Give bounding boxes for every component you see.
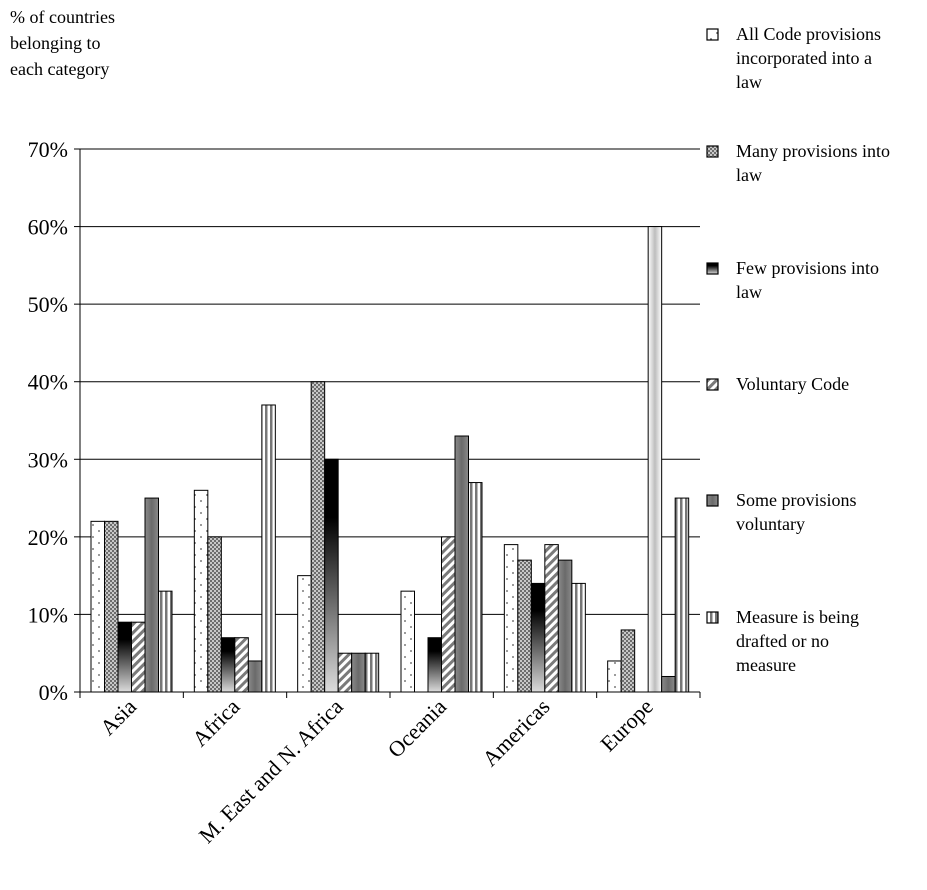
bar xyxy=(90,520,105,693)
bar xyxy=(517,559,532,693)
bar xyxy=(234,637,249,693)
y-axis-title-line: % of countries xyxy=(10,7,115,27)
bar xyxy=(454,435,469,693)
y-tick-label: 20% xyxy=(28,525,68,550)
bar xyxy=(247,660,263,693)
bar xyxy=(131,621,146,693)
bar xyxy=(468,482,483,693)
bar xyxy=(364,652,380,693)
legend-item: Measure is being drafted or no measure xyxy=(706,607,859,675)
x-tick-label: Africa xyxy=(187,694,245,752)
bar xyxy=(117,621,132,693)
legend-item: Voluntary Code xyxy=(706,374,849,394)
black-swatch-icon xyxy=(706,262,719,275)
bar xyxy=(674,497,690,693)
dotted-swatch-icon xyxy=(706,28,719,41)
bar xyxy=(557,559,573,693)
checkered-swatch-icon xyxy=(706,145,719,158)
y-axis-title-line: each category xyxy=(10,59,109,79)
bar xyxy=(144,497,159,693)
legend-item: All Code provisions incorporated into a la… xyxy=(706,24,881,92)
bar xyxy=(400,590,415,693)
bar xyxy=(503,544,519,693)
bar xyxy=(297,575,312,693)
legend-item: Few provisions into law xyxy=(706,258,879,302)
legend-label: drafted or no xyxy=(736,631,829,651)
diagonal-swatch-icon xyxy=(706,378,719,391)
legend-label: law xyxy=(736,72,762,92)
axes xyxy=(79,149,701,698)
legend-label: Few provisions into xyxy=(736,258,879,278)
y-tick-label: 10% xyxy=(28,602,68,627)
y-tick-label: 40% xyxy=(28,370,68,395)
bar xyxy=(261,404,276,693)
y-tick-label: 50% xyxy=(28,292,68,317)
legend-label: Measure is being xyxy=(736,607,859,627)
y-axis-ticks: 0% 10% 20% 30% 40% 50% 60% 70% xyxy=(28,137,80,705)
legend-label: voluntary xyxy=(736,514,805,534)
legend-label: All Code provisions xyxy=(736,24,881,44)
bar xyxy=(351,652,366,693)
legend-label: incorporated into a xyxy=(736,48,872,68)
legend-label: Some provisions xyxy=(736,490,857,510)
bars xyxy=(90,226,690,693)
y-tick-label: 0% xyxy=(39,680,68,705)
bar xyxy=(158,590,173,693)
legend: All Code provisions incorporated into a la… xyxy=(706,24,890,675)
legend-label: measure xyxy=(736,655,796,675)
x-tick-label: Asia xyxy=(95,694,141,740)
y-axis-title: % of countries belonging to each categor… xyxy=(10,7,119,79)
bar xyxy=(207,536,222,693)
bar xyxy=(193,489,209,693)
bar xyxy=(220,637,236,693)
y-axis-title-line: belonging to xyxy=(10,33,101,53)
bar xyxy=(571,582,586,693)
bar xyxy=(427,637,442,693)
bar xyxy=(324,458,339,693)
legend-label: Many provisions into xyxy=(736,141,890,161)
bar xyxy=(530,582,546,693)
x-tick-label: Europe xyxy=(595,694,658,757)
y-tick-label: 70% xyxy=(28,137,68,162)
legend-item: Some provisions voluntary xyxy=(706,490,857,534)
x-tick-label: Americas xyxy=(477,694,554,771)
bar xyxy=(441,536,456,693)
bar xyxy=(310,381,326,693)
legend-item: Many provisions into law xyxy=(706,141,890,185)
gray-swatch-icon xyxy=(706,494,719,507)
bar xyxy=(607,660,622,693)
bar xyxy=(337,652,353,693)
striped-swatch-icon xyxy=(706,611,719,624)
legend-label: law xyxy=(736,165,762,185)
bar xyxy=(620,629,636,693)
legend-label: law xyxy=(736,282,762,302)
legend-label: Voluntary Code xyxy=(736,374,849,394)
bar xyxy=(647,226,663,693)
bar xyxy=(104,520,119,693)
x-tick-label: Oceania xyxy=(383,694,452,763)
y-tick-label: 30% xyxy=(28,447,68,472)
bar xyxy=(544,544,559,693)
bar xyxy=(661,675,676,693)
y-tick-label: 60% xyxy=(28,215,68,240)
gridlines xyxy=(80,148,700,615)
